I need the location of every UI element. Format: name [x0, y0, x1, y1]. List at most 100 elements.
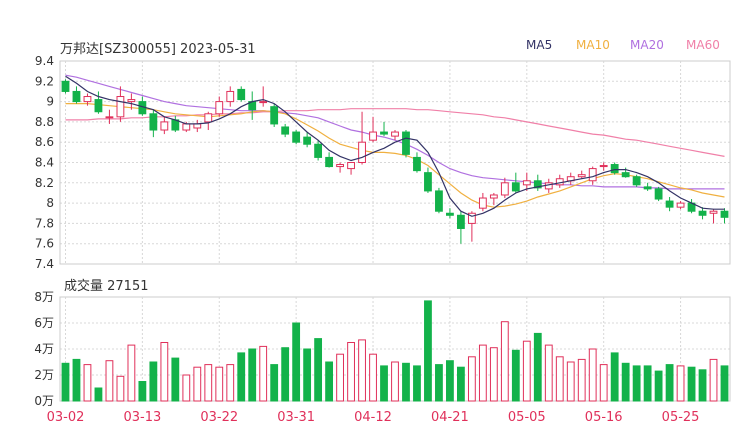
x-tick-label: 05-16	[585, 410, 623, 425]
candle-body	[402, 131, 410, 155]
legend-ma60: MA60	[686, 38, 720, 52]
candle-body	[270, 106, 279, 125]
legend-ma20: MA20	[630, 38, 664, 52]
volume-bar	[478, 344, 487, 402]
volume-bar	[226, 364, 235, 402]
candle-body	[83, 96, 92, 103]
volume-bar	[555, 356, 564, 402]
x-tick-label: 05-25	[662, 410, 700, 425]
volume-tick-label: 6万	[34, 316, 54, 330]
volume-bar	[709, 358, 718, 402]
x-tick-label: 03-02	[47, 410, 85, 425]
candle-body	[226, 90, 235, 103]
volume-bar	[314, 338, 323, 402]
candle-body	[336, 164, 344, 168]
candle-body	[577, 174, 586, 178]
volume-bar	[380, 365, 388, 402]
candle-body	[522, 180, 531, 186]
volume-bar	[544, 344, 553, 402]
candle-body	[665, 200, 674, 208]
candle-body	[292, 131, 301, 143]
candle-body	[720, 210, 729, 218]
volume-bar	[632, 365, 641, 402]
volume-bar	[489, 347, 498, 402]
volume-bar	[687, 366, 696, 402]
candle-body	[94, 99, 103, 113]
volume-bar	[456, 366, 465, 402]
candle-body	[621, 172, 630, 178]
volume-bar	[171, 357, 180, 402]
price-tick-label: 8.2	[35, 176, 54, 190]
volume-bar	[237, 352, 246, 402]
candle-body	[61, 80, 70, 92]
x-tick-label: 03-13	[123, 410, 161, 425]
price-tick-label: 7.4	[35, 257, 54, 271]
volume-bar	[654, 370, 663, 402]
volume-bar	[424, 300, 432, 402]
volume-tick-label: 8万	[34, 290, 54, 304]
chart-title: 万邦达[SZ300055] 2023-05-31	[60, 42, 256, 57]
candle-body	[446, 212, 454, 216]
candle-body	[478, 197, 487, 209]
price-tick-label: 9.2	[35, 74, 54, 88]
volume-bar	[577, 358, 586, 402]
volume-bar	[127, 344, 136, 402]
candle-body	[533, 180, 542, 189]
volume-bar	[413, 365, 421, 402]
candle-body	[709, 210, 718, 214]
candle-body	[325, 156, 334, 168]
price-tick-label: 8	[46, 196, 54, 210]
candle-body	[456, 214, 465, 229]
candle-body	[391, 131, 399, 137]
volume-bar	[522, 340, 531, 402]
volume-bar	[204, 364, 213, 402]
candle-body	[489, 194, 498, 199]
ma5-line	[65, 75, 725, 217]
x-tick-label: 03-22	[200, 410, 238, 425]
x-tick-label: 03-31	[277, 410, 315, 425]
legend-ma10: MA10	[576, 38, 610, 52]
price-tick-label: 7.6	[35, 237, 54, 251]
volume-bar	[292, 322, 301, 402]
x-tick-label: 04-21	[431, 410, 469, 425]
candle-body	[314, 143, 323, 158]
candle-body	[676, 202, 685, 208]
candle-body	[237, 88, 246, 101]
candle-body	[281, 126, 290, 135]
volume-bar	[533, 332, 542, 402]
candle-body	[72, 90, 81, 103]
volume-bar	[643, 365, 652, 402]
candle-body	[632, 176, 641, 186]
candle-body	[193, 123, 202, 129]
volume-bar	[402, 362, 410, 402]
candle-body	[347, 162, 355, 170]
candle-body	[182, 123, 191, 131]
volume-bar	[369, 353, 377, 402]
volume-bar	[467, 356, 476, 402]
ma60-line	[65, 108, 725, 157]
volume-bar	[566, 361, 575, 402]
volume-bar	[336, 353, 344, 402]
volume-tick-label: 4万	[34, 342, 54, 356]
volume-bar	[61, 362, 70, 402]
candle-body	[435, 190, 443, 212]
candle-body	[413, 156, 421, 172]
volume-bar	[281, 347, 290, 402]
volume-bar	[248, 348, 257, 402]
candle-body	[511, 182, 520, 192]
volume-bar	[160, 342, 169, 402]
volume-bar	[182, 374, 191, 402]
candle-body	[424, 172, 432, 192]
candle-body	[259, 101, 268, 104]
volume-bar	[621, 362, 630, 402]
volume-bar	[698, 369, 707, 402]
legend-ma5: MA5	[526, 38, 553, 52]
volume-bar	[83, 364, 92, 402]
volume-bar	[676, 365, 685, 402]
candle-body	[160, 121, 169, 131]
volume-bar	[358, 339, 366, 402]
volume-bar	[193, 366, 202, 402]
volume-bar	[599, 364, 608, 402]
ma20-line	[65, 74, 725, 190]
